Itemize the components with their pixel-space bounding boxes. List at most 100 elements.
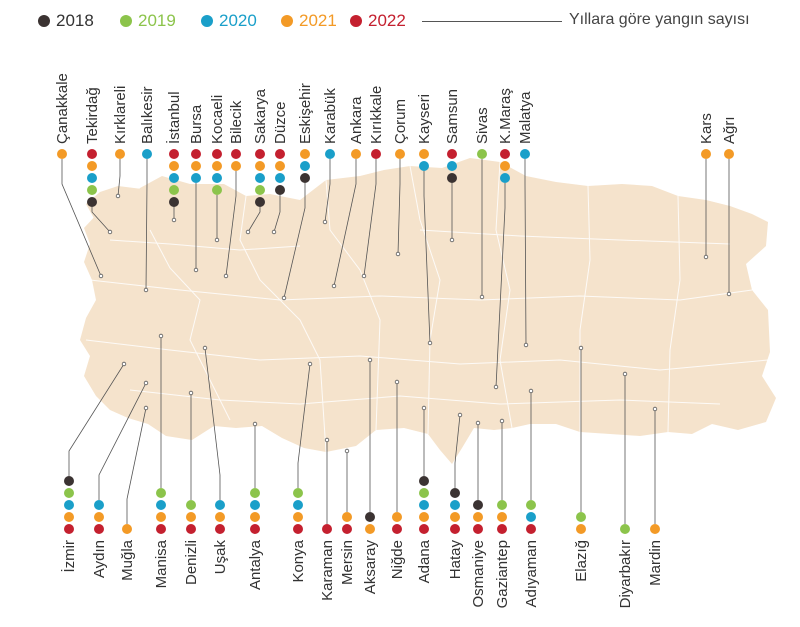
tekirda-year-dot: [87, 149, 97, 159]
border-line: [409, 165, 441, 435]
eski-ehir-year-dot: [300, 161, 310, 171]
ad-yaman-year-dot: [526, 524, 536, 534]
elaz-year-dot: [576, 512, 586, 522]
a-r-anchor: [726, 291, 732, 297]
border-line: [667, 195, 681, 433]
i-stanbul-year-dot: [169, 173, 179, 183]
mu-la-leader-line: [126, 407, 147, 524]
tekirda-anchor: [107, 229, 113, 235]
i-stanbul-year-dot: [169, 197, 179, 207]
sakarya-year-dot: [255, 173, 265, 183]
bilecik-anchor: [223, 273, 229, 279]
legend-item-2022: 2022: [350, 11, 406, 31]
antalya-year-dot: [250, 500, 260, 510]
province-label-konya: Konya: [290, 539, 307, 582]
antalya-year-dot: [250, 512, 260, 522]
i-zmir-year-dot: [64, 500, 74, 510]
province-label-bilecik: Bilecik: [228, 100, 245, 144]
border-line: [129, 389, 721, 405]
k-rklareli-anchor: [115, 193, 121, 199]
province-label-denizli: Denizli: [183, 540, 200, 585]
mu-la-year-dot: [122, 524, 132, 534]
kayseri-year-dot: [419, 161, 429, 171]
kayseri-leader-line: [423, 171, 431, 344]
osmaniye-year-dot: [473, 500, 483, 510]
denizli-year-dot: [186, 500, 196, 510]
orum-year-dot: [395, 149, 405, 159]
adana-year-dot: [419, 500, 429, 510]
province-label-ni-de: Niğde: [389, 540, 406, 579]
konya-leader-line: [297, 363, 311, 488]
tekirda-year-dot: [87, 185, 97, 195]
tekirda-year-dot: [87, 197, 97, 207]
u-ak-anchor: [202, 345, 208, 351]
eski-ehir-year-dot: [300, 149, 310, 159]
elaz-year-dot: [576, 524, 586, 534]
d-zce-anchor: [271, 229, 277, 235]
diyarbak-r-year-dot: [620, 524, 630, 534]
province-label-elaz: Elazığ: [573, 540, 590, 582]
d-zce-leader-line: [273, 195, 281, 233]
gaziantep-anchor: [499, 418, 505, 424]
legend-rule: [422, 21, 562, 22]
gaziantep-year-dot: [497, 500, 507, 510]
d-zce-year-dot: [275, 173, 285, 183]
manisa-year-dot: [156, 500, 166, 510]
hatay-year-dot: [450, 524, 460, 534]
i-stanbul-anchor: [171, 217, 177, 223]
k-mara-year-dot: [500, 161, 510, 171]
mersin-year-dot: [342, 512, 352, 522]
sakarya-leader-line: [247, 207, 261, 233]
k-r-kkale-leader-line: [363, 159, 377, 277]
anakkale-leader-line: [61, 159, 102, 277]
k-rklareli-year-dot: [115, 149, 125, 159]
legend-item-2019: 2019: [120, 11, 176, 31]
province-label-karaman: Karaman: [319, 540, 336, 601]
kocaeli-year-dot: [212, 173, 222, 183]
orum-anchor: [395, 251, 401, 257]
border-line: [85, 339, 769, 371]
anakkale-year-dot: [57, 149, 67, 159]
legend-dot-2022: [350, 15, 362, 27]
konya-year-dot: [293, 512, 303, 522]
ankara-anchor: [331, 283, 337, 289]
border-line: [419, 229, 731, 245]
k-rklareli-leader-line: [117, 159, 121, 197]
bursa-year-dot: [191, 173, 201, 183]
province-label-orum: Çorum: [392, 99, 409, 144]
tekirda-year-dot: [87, 173, 97, 183]
antalya-anchor: [252, 421, 258, 427]
legend-label-2020: 2020: [219, 11, 257, 30]
i-zmir-anchor: [121, 361, 127, 367]
ankara-leader-line: [333, 159, 357, 287]
province-label-malatya: Malatya: [517, 91, 534, 144]
osmaniye-year-dot: [473, 524, 483, 534]
denizli-year-dot: [186, 512, 196, 522]
province-label-bursa: Bursa: [188, 104, 205, 144]
legend-dot-2021: [281, 15, 293, 27]
province-label-samsun: Samsun: [444, 89, 461, 144]
mu-la-anchor: [143, 405, 149, 411]
legend-label-2019: 2019: [138, 11, 176, 30]
eski-ehir-anchor: [281, 295, 287, 301]
osmaniye-anchor: [475, 420, 481, 426]
eski-ehir-leader-line: [283, 183, 306, 299]
ad-yaman-year-dot: [526, 500, 536, 510]
legend-item-2020: 2020: [201, 11, 257, 31]
border-line: [579, 185, 591, 432]
legend-description: Yıllara göre yangın sayısı: [569, 11, 750, 28]
bal-kesir-anchor: [143, 287, 149, 293]
bursa-year-dot: [191, 161, 201, 171]
province-label-eski-ehir: Eskişehir: [297, 83, 314, 144]
k-r-kkale-year-dot: [371, 149, 381, 159]
province-label-karab-k: Karabük: [322, 88, 339, 144]
gaziantep-year-dot: [497, 512, 507, 522]
aksaray-anchor: [367, 357, 373, 363]
bursa-year-dot: [191, 149, 201, 159]
samsun-year-dot: [447, 173, 457, 183]
denizli-year-dot: [186, 524, 196, 534]
bursa-anchor: [193, 267, 199, 273]
i-stanbul-year-dot: [169, 149, 179, 159]
ad-yaman-year-dot: [526, 512, 536, 522]
province-label-aksaray: Aksaray: [362, 540, 379, 595]
